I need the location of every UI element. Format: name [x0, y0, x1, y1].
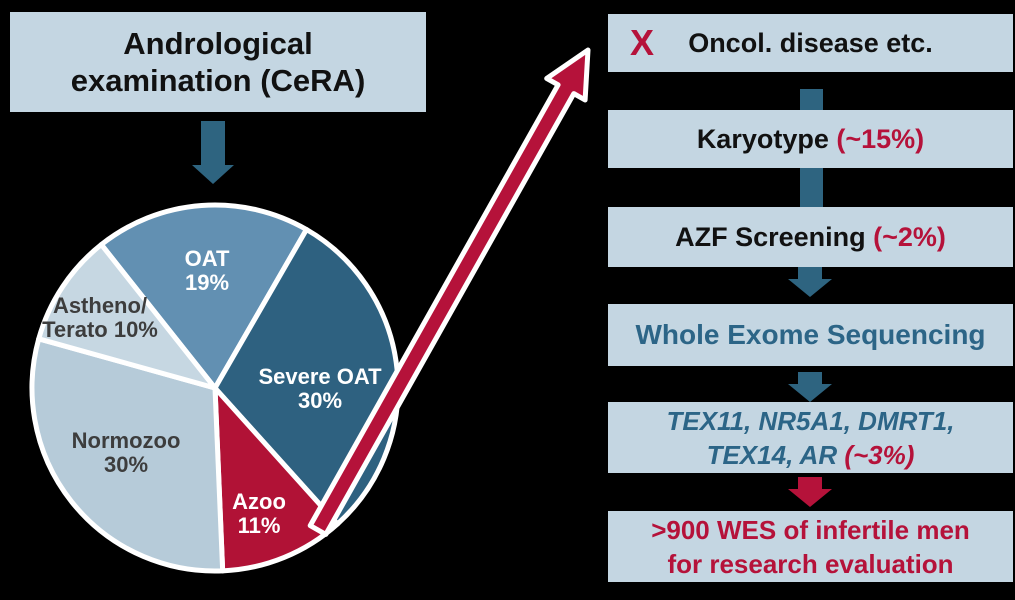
genes-line-1: TEX11, NR5A1, DMRT1,	[666, 405, 955, 436]
karyotype-percentage: (~15%)	[836, 123, 925, 154]
karyotype-box: Karyotype (~15%)	[608, 110, 1013, 168]
flow-arrow-2	[788, 372, 832, 402]
flow-arrow-3-head	[788, 489, 832, 507]
oncol-disease-label: Oncol. disease etc.	[688, 27, 933, 58]
pie-chart	[29, 202, 401, 574]
wes-label: Whole Exome Sequencing	[635, 319, 986, 350]
genes-box: TEX11, NR5A1, DMRT1, TEX14, AR (~3%)	[608, 402, 1013, 473]
oncol-disease-box: X Oncol. disease etc.	[608, 14, 1013, 72]
research-line-1: >900 WES of infertile men	[651, 514, 970, 545]
genes-line-2: TEX14, AR (~3%)	[707, 438, 915, 472]
x-icon: X	[630, 22, 655, 63]
wes-box: Whole Exome Sequencing	[608, 304, 1013, 366]
title-line-2: examination (CeRA)	[70, 63, 366, 98]
research-line-2: for research evaluation	[667, 548, 954, 579]
pie-slice-azoo	[212, 385, 340, 574]
pie-label-azoo: Azoo 11%	[232, 489, 286, 538]
title-down-arrow	[192, 121, 234, 184]
azf-percentage: (~2%)	[873, 221, 946, 252]
flow-arrow-1	[788, 267, 832, 297]
research-evaluation-box: >900 WES of infertile men for research e…	[608, 511, 1013, 582]
genes-percentage: (~3%)	[844, 439, 915, 470]
azf-screening-box: AZF Screening (~2%)	[608, 207, 1013, 267]
azf-screening-label: AZF Screening	[675, 221, 874, 252]
karyotype-label: Karyotype	[696, 123, 837, 154]
flow-arrow-3-stem	[798, 477, 822, 489]
connector-square	[800, 89, 823, 110]
referral-arrow	[307, 47, 591, 537]
pie-label-astheno-terato: Astheno/Terato 10%	[42, 293, 158, 342]
pie-label-oat: OAT 19%	[184, 246, 230, 295]
flow-arrow-1-head	[788, 279, 832, 297]
title-box: Andrological examination (CeRA)	[10, 12, 426, 112]
genes-line-2-names: TEX14, AR	[706, 439, 845, 470]
pie-label-normozoo: Normozoo 30%	[71, 428, 181, 477]
pie-label-severe-oat: Severe OAT 30%	[258, 364, 382, 413]
pie-slice-astheno-terato	[36, 242, 218, 391]
pie-slice-normozoo	[29, 336, 226, 574]
flow-arrow-1-stem	[798, 267, 822, 279]
pie-slice-oat	[98, 202, 309, 391]
title-line-1: Andrological	[123, 26, 313, 61]
flow-arrow-2-head	[788, 384, 832, 402]
connector-rect	[800, 168, 823, 207]
flow-arrow-2-stem	[798, 372, 822, 384]
flow-arrow-3-red	[788, 477, 832, 507]
